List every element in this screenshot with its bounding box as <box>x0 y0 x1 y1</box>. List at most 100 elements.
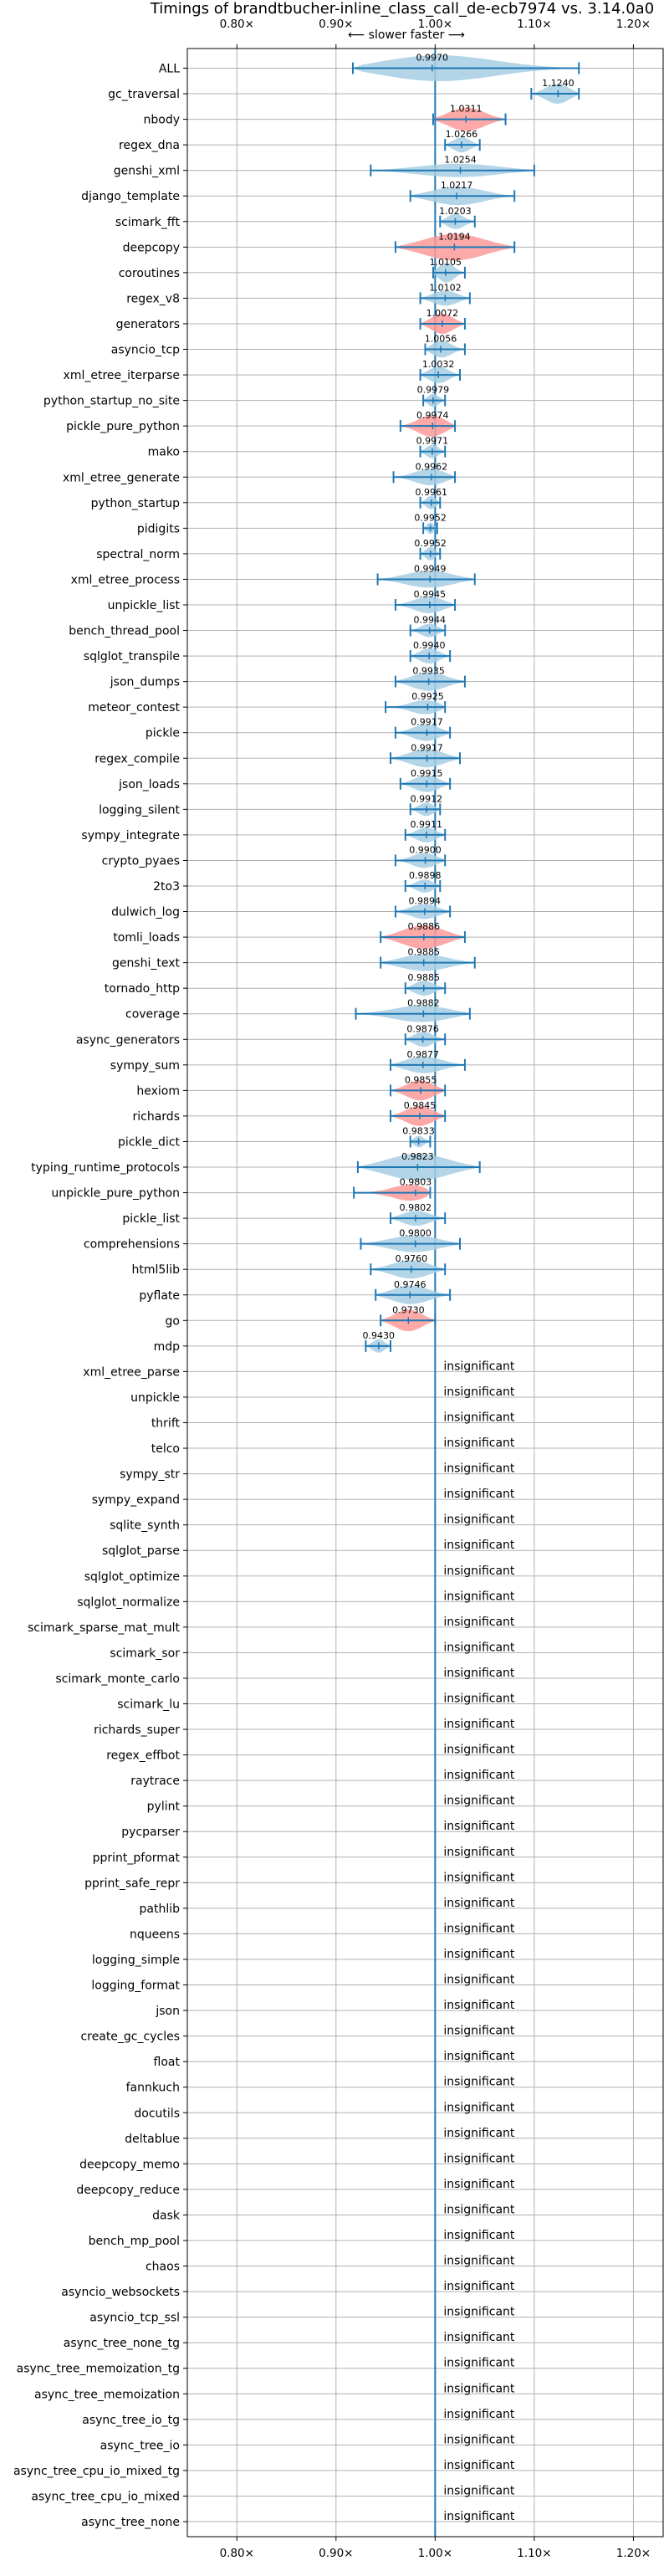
benchmark-label: deltablue <box>125 2133 180 2146</box>
benchmark-label: sqlglot_optimize <box>84 1570 180 1584</box>
benchmark-label: sqlite_synth <box>110 1519 180 1533</box>
benchmark-label: raytrace <box>130 1775 180 1788</box>
value-label: 1.0254 <box>444 155 477 166</box>
benchmark-label: python_startup_no_site <box>43 395 180 408</box>
value-label: 0.9845 <box>404 1100 437 1111</box>
value-label: 1.0105 <box>430 257 462 268</box>
benchmark-label: create_gc_cycles <box>80 2031 180 2044</box>
insignificant-label: insignificant <box>443 2408 515 2421</box>
insignificant-label: insignificant <box>443 2433 515 2446</box>
value-label: 0.9971 <box>416 436 449 447</box>
benchmark-label: pickle <box>146 727 180 740</box>
insignificant-label: insignificant <box>443 1411 515 1424</box>
value-label: 0.9979 <box>417 385 450 396</box>
x-tick-label-top: 1.00× <box>418 18 452 31</box>
value-label: 0.9917 <box>411 742 443 753</box>
benchmark-label: scimark_sor <box>110 1646 180 1660</box>
benchmark-label: asyncio_tcp <box>111 344 180 357</box>
value-label: 0.9876 <box>406 1023 439 1034</box>
value-label: 0.9833 <box>402 1125 435 1136</box>
insignificant-label: insignificant <box>443 2127 515 2140</box>
insignificant-label: insignificant <box>443 1590 515 1603</box>
insignificant-label: insignificant <box>443 1795 515 1808</box>
insignificant-label: insignificant <box>443 1922 515 1935</box>
insignificant-label: insignificant <box>443 1693 515 1706</box>
benchmark-label: fannkuch <box>126 2082 180 2095</box>
benchmark-label: regex_v8 <box>126 292 180 305</box>
insignificant-label: insignificant <box>443 1616 515 1629</box>
x-tick-label-bottom: 0.90× <box>319 2547 353 2560</box>
benchmark-label: dask <box>152 2209 181 2222</box>
insignificant-label: insignificant <box>443 2178 515 2191</box>
value-label: 0.9912 <box>411 793 443 804</box>
benchmark-label: logging_format <box>91 1979 180 1993</box>
benchmark-label: genshi_xml <box>114 165 180 178</box>
insignificant-label: insignificant <box>443 2152 515 2165</box>
benchmark-label: richards_super <box>94 1723 180 1737</box>
benchmark-label: scimark_sparse_mat_mult <box>28 1621 180 1635</box>
benchmark-label: docutils <box>134 2107 180 2120</box>
value-label: 0.9970 <box>416 53 449 64</box>
benchmark-label: unpickle <box>130 1391 180 1405</box>
benchmark-label: async_generators <box>76 1033 180 1047</box>
value-label: 0.9940 <box>413 640 446 651</box>
benchmark-label: python_startup <box>91 497 180 510</box>
benchmark-label: gc_traversal <box>108 88 180 101</box>
x-tick-label-bottom: 1.00× <box>418 2547 452 2560</box>
benchmark-label: spectral_norm <box>96 548 180 561</box>
value-label: 1.0194 <box>438 231 471 242</box>
benchmark-label: async_tree_cpu_io_mixed <box>31 2490 180 2503</box>
grid-lines <box>183 44 663 2541</box>
benchmark-label: telco <box>151 1442 180 1456</box>
chart-title: Timings of brandtbucher-inline_class_cal… <box>150 0 654 18</box>
insignificant-label: insignificant <box>443 1846 515 1859</box>
value-label: 0.9935 <box>412 666 445 677</box>
benchmark-label: pickle_pure_python <box>66 420 180 433</box>
benchmark-label: async_tree_none_tg <box>64 2337 180 2350</box>
insignificant-label: insignificant <box>443 1744 515 1757</box>
benchmark-label: unpickle_pure_python <box>51 1187 180 1201</box>
value-label: 0.9961 <box>415 487 447 498</box>
benchmark-label: async_tree_memoization_tg <box>17 2363 180 2376</box>
benchmark-label: crypto_pyaes <box>102 854 180 868</box>
insignificant-label: insignificant <box>443 2025 515 2038</box>
value-label: 0.9800 <box>399 1228 432 1239</box>
benchmark-label: scimark_monte_carlo <box>55 1672 180 1686</box>
benchmark-label: unpickle_list <box>108 599 181 612</box>
benchmark-label: coverage <box>125 1008 180 1022</box>
benchmark-label: pprint_pformat <box>93 1851 181 1865</box>
benchmark-label: async_tree_none <box>81 2516 180 2529</box>
value-label: 1.0266 <box>446 129 478 140</box>
benchmark-label: deepcopy <box>123 241 180 254</box>
value-label: 1.0072 <box>426 308 459 319</box>
value-label: 0.9855 <box>405 1074 437 1085</box>
value-label: 1.1240 <box>542 78 575 89</box>
benchmark-label: tornado_http <box>105 982 180 996</box>
insignificant-label: insignificant <box>443 1360 515 1373</box>
insignificant-label: insignificant <box>443 1462 515 1476</box>
value-label: 0.9730 <box>392 1304 425 1315</box>
benchmark-label: xml_etree_process <box>71 573 180 586</box>
value-label: 0.9877 <box>407 1049 440 1060</box>
insignificant-label: insignificant <box>443 1565 515 1578</box>
insignificant-label: insignificant <box>443 2229 515 2242</box>
benchmark-label: mdp <box>154 1340 181 1354</box>
value-label: 0.9949 <box>414 563 447 574</box>
value-label: 1.0311 <box>450 104 483 115</box>
benchmark-label: logging_simple <box>92 1954 180 1967</box>
insignificant-label: insignificant <box>443 1437 515 1450</box>
chart-subtitle: ⟵ slower faster ⟶ <box>348 28 465 42</box>
insignificant-label: insignificant <box>443 2076 515 2089</box>
benchmark-label: bench_mp_pool <box>89 2235 180 2248</box>
x-tick-label-top: 0.80× <box>220 18 254 31</box>
value-label: 0.9900 <box>409 844 442 855</box>
benchmark-label: meteor_contest <box>88 701 180 714</box>
benchmark-label: ALL <box>159 63 180 76</box>
value-label: 1.0102 <box>429 282 462 293</box>
value-label: 0.9925 <box>411 691 444 702</box>
benchmark-label: pidigits <box>137 522 180 535</box>
value-label: 0.9803 <box>400 1177 432 1188</box>
insignificant-label: insignificant <box>443 2101 515 2114</box>
value-label: 0.9952 <box>414 512 447 523</box>
